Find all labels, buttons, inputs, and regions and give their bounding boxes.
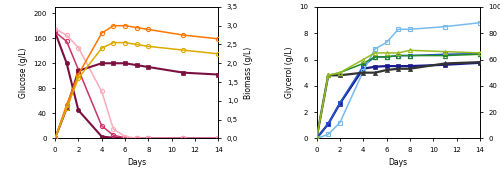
X-axis label: Days: Days: [388, 158, 408, 167]
Y-axis label: Biomass (g/L): Biomass (g/L): [244, 47, 252, 99]
Y-axis label: Glycerol (g/L): Glycerol (g/L): [284, 47, 294, 98]
Y-axis label: Glucose (g/L): Glucose (g/L): [18, 47, 28, 98]
X-axis label: Days: Days: [127, 158, 146, 167]
